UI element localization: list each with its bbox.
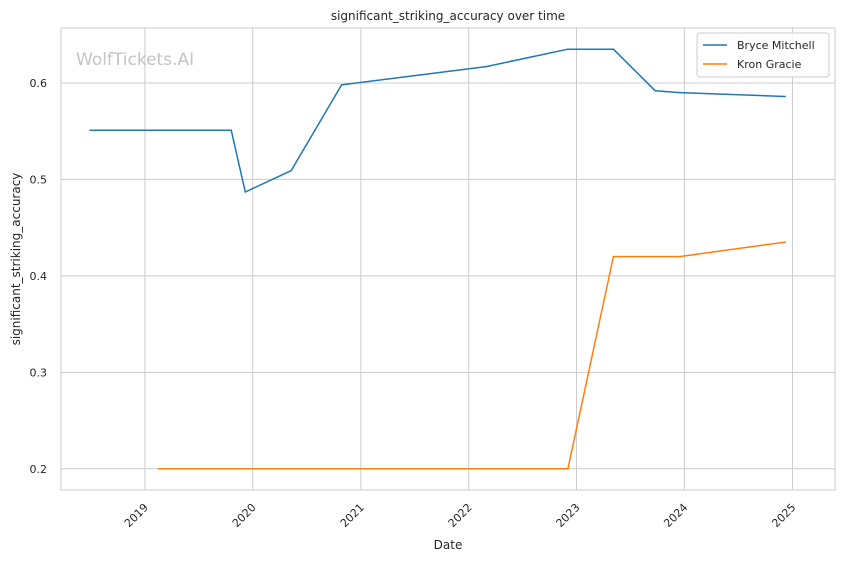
series-line-bryce-mitchell (90, 48, 786, 193)
data-point-bryce-mitchell (89, 129, 91, 131)
x-tick-label: 2024 (661, 501, 690, 530)
data-point-bryce-mitchell (567, 48, 569, 50)
grid (61, 28, 835, 490)
y-tick-label: 0.5 (30, 173, 48, 186)
plot-frame (60, 27, 836, 491)
legend-label: Kron Gracie (737, 58, 802, 71)
data-point-bryce-mitchell (244, 191, 247, 193)
y-tick-label: 0.4 (30, 270, 48, 283)
y-tick-label: 0.2 (30, 463, 48, 476)
data-point-bryce-mitchell (340, 84, 343, 86)
data-point-kron-gracie (567, 468, 569, 470)
y-axis-ticks: 0.2 0.3 0.4 0.5 0.6 (30, 77, 48, 476)
y-tick-label: 0.3 (30, 366, 48, 379)
data-point-bryce-mitchell (612, 48, 615, 50)
legend-box (696, 32, 830, 78)
series-layer (89, 48, 786, 470)
data-point-bryce-mitchell (485, 65, 487, 68)
data-point-bryce-mitchell (678, 91, 681, 94)
watermark: WolfTickets.AI (76, 50, 194, 70)
legend: Bryce Mitchell Kron Gracie (696, 32, 830, 78)
x-tick-label: 2023 (554, 501, 583, 530)
data-point-kron-gracie (678, 255, 681, 258)
x-tick-label: 2021 (338, 501, 367, 530)
chart-title: significant_striking_accuracy over time (331, 9, 565, 23)
data-point-kron-gracie (158, 468, 160, 470)
data-point-bryce-mitchell (784, 95, 786, 98)
x-tick-label: 2025 (769, 501, 798, 530)
y-axis-label: significant_striking_accuracy (9, 173, 23, 346)
y-tick-label: 0.6 (30, 77, 48, 90)
legend-label: Bryce Mitchell (737, 39, 815, 52)
x-tick-label: 2020 (230, 501, 259, 530)
x-axis-label: Date (434, 538, 463, 552)
data-point-kron-gracie (612, 255, 615, 258)
data-point-kron-gracie (784, 241, 786, 243)
data-point-bryce-mitchell (654, 89, 656, 92)
data-point-bryce-mitchell (290, 169, 292, 172)
x-tick-label: 2019 (122, 501, 151, 530)
x-tick-label: 2022 (446, 501, 475, 530)
data-point-bryce-mitchell (230, 129, 232, 131)
x-axis-ticks: 2019 2020 2021 2022 2023 2024 2025 (122, 501, 799, 530)
